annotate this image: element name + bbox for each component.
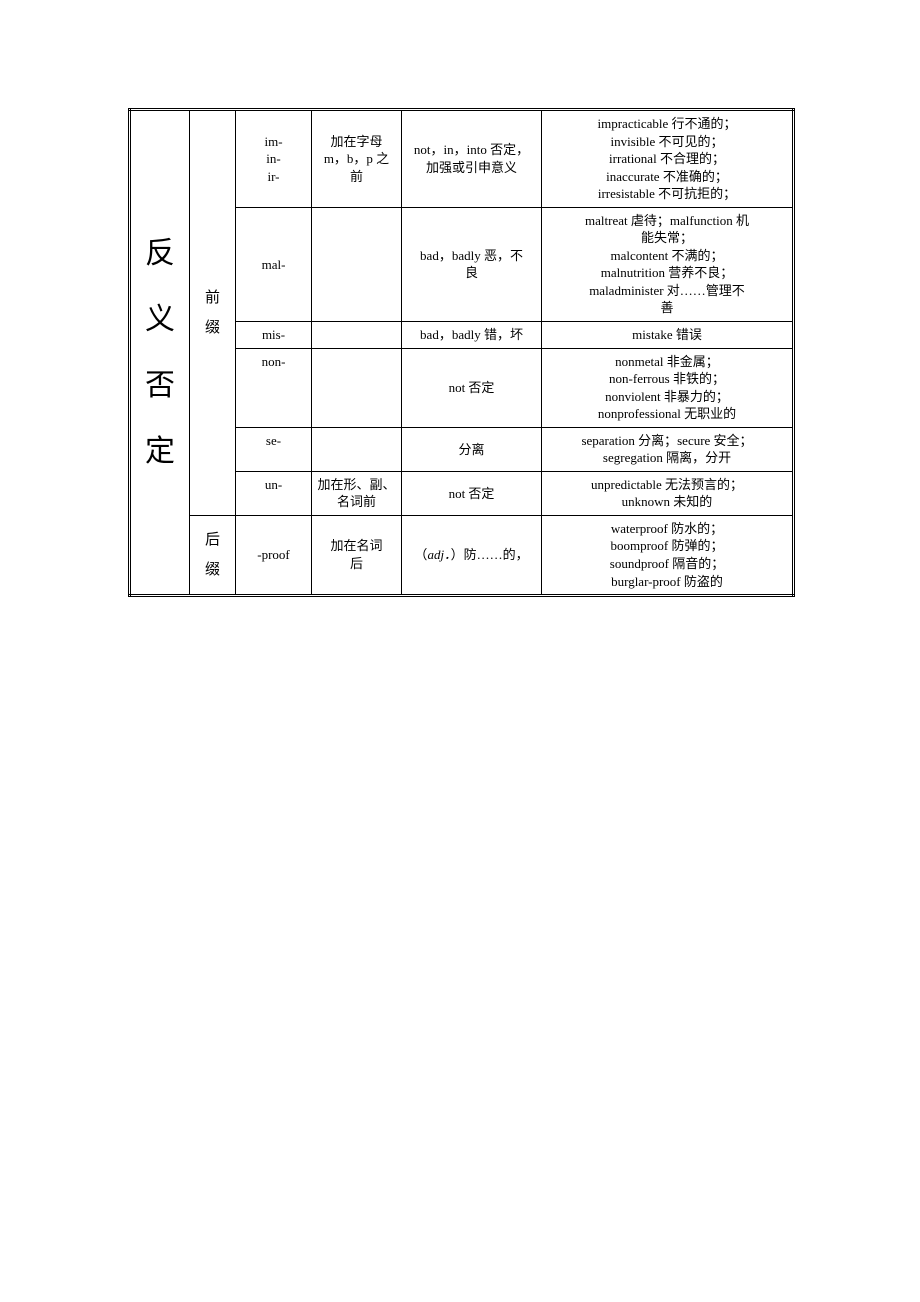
meaning-italic: adj． xyxy=(427,547,450,562)
note-cell: 加在形、副、名词前 xyxy=(312,471,402,515)
meaning-cell: not，in，into 否定，加强或引申意义 xyxy=(402,110,542,208)
examples-cell: unpredictable 无法预言的；unknown 未知的 xyxy=(542,471,794,515)
meaning-cell: 分离 xyxy=(402,427,542,471)
note-cell xyxy=(312,322,402,349)
meaning-cell: bad，badly 错，坏 xyxy=(402,322,542,349)
note-cell xyxy=(312,348,402,427)
note-cell: 加在字母m，b，p 之前 xyxy=(312,110,402,208)
affix-cell: non- xyxy=(236,348,312,427)
meaning-cell: bad，badly 恶，不良 xyxy=(402,207,542,321)
meaning-cell: not 否定 xyxy=(402,471,542,515)
table-row: 反义否定 前缀 im-in-ir- 加在字母m，b，p 之前 not，in，in… xyxy=(130,110,794,208)
examples-cell: maltreat 虐待；malfunction 机能失常；malcontent … xyxy=(542,207,794,321)
prefix-type-cell: 前缀 xyxy=(190,110,236,516)
examples-cell: nonmetal 非金属；non-ferrous 非铁的；nonviolent … xyxy=(542,348,794,427)
affix-table: 反义否定 前缀 im-in-ir- 加在字母m，b，p 之前 not，in，in… xyxy=(128,108,795,597)
meaning-prefix: （ xyxy=(414,547,427,562)
table-row: 后缀 -proof 加在名词后 （adj．）防……的， waterproof 防… xyxy=(130,515,794,595)
examples-cell: impracticable 行不通的；invisible 不可见的；irrati… xyxy=(542,110,794,208)
meaning-cell: （adj．）防……的， xyxy=(402,515,542,595)
affix-cell: mal- xyxy=(236,207,312,321)
examples-cell: separation 分离；secure 安全；segregation 隔离，分… xyxy=(542,427,794,471)
note-cell: 加在名词后 xyxy=(312,515,402,595)
note-cell xyxy=(312,207,402,321)
affix-cell: -proof xyxy=(236,515,312,595)
meaning-suffix: ）防……的， xyxy=(451,547,529,562)
affix-cell: se- xyxy=(236,427,312,471)
examples-cell: waterproof 防水的；boomproof 防弹的；soundproof … xyxy=(542,515,794,595)
affix-cell: un- xyxy=(236,471,312,515)
suffix-type-cell: 后缀 xyxy=(190,515,236,595)
affix-cell: im-in-ir- xyxy=(236,110,312,208)
examples-cell: mistake 错误 xyxy=(542,322,794,349)
affix-cell: mis- xyxy=(236,322,312,349)
meaning-cell: not 否定 xyxy=(402,348,542,427)
category-cell: 反义否定 xyxy=(130,110,190,596)
note-cell xyxy=(312,427,402,471)
